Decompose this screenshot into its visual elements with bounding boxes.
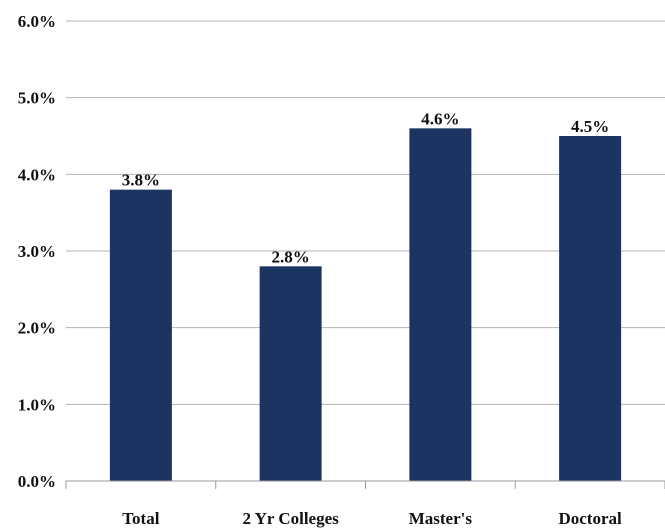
bar: [559, 136, 622, 481]
y-tick-label: 5.0%: [18, 89, 56, 108]
y-tick-label: 6.0%: [18, 12, 56, 31]
y-tick-label: 4.0%: [18, 165, 56, 184]
y-axis-tick-labels: 0.0% 1.0% 2.0% 3.0% 4.0% 5.0% 6.0%: [18, 12, 56, 491]
x-axis: [65, 480, 665, 489]
bar: [259, 266, 322, 481]
data-label: 2.8%: [272, 247, 310, 266]
data-label: 4.5%: [571, 117, 609, 136]
y-tick-label: 2.0%: [18, 319, 56, 338]
x-category-label: 2 Yr Colleges: [242, 509, 339, 528]
bar: [109, 189, 172, 481]
bars: [109, 128, 622, 482]
x-category-label: Master's: [409, 509, 473, 528]
y-tick-label: 3.0%: [18, 242, 56, 261]
y-tick-label: 0.0%: [18, 472, 56, 491]
data-label: 3.8%: [122, 171, 160, 190]
data-labels: 3.8% 2.8% 4.6% 4.5%: [122, 109, 610, 266]
data-label: 4.6%: [421, 109, 459, 128]
y-tick-label: 1.0%: [18, 395, 56, 414]
bar: [409, 128, 472, 482]
x-axis-category-labels: Total 2 Yr Colleges Master's Doctoral: [122, 509, 622, 528]
x-category-label: Total: [122, 509, 159, 528]
x-category-label: Doctoral: [558, 509, 622, 528]
